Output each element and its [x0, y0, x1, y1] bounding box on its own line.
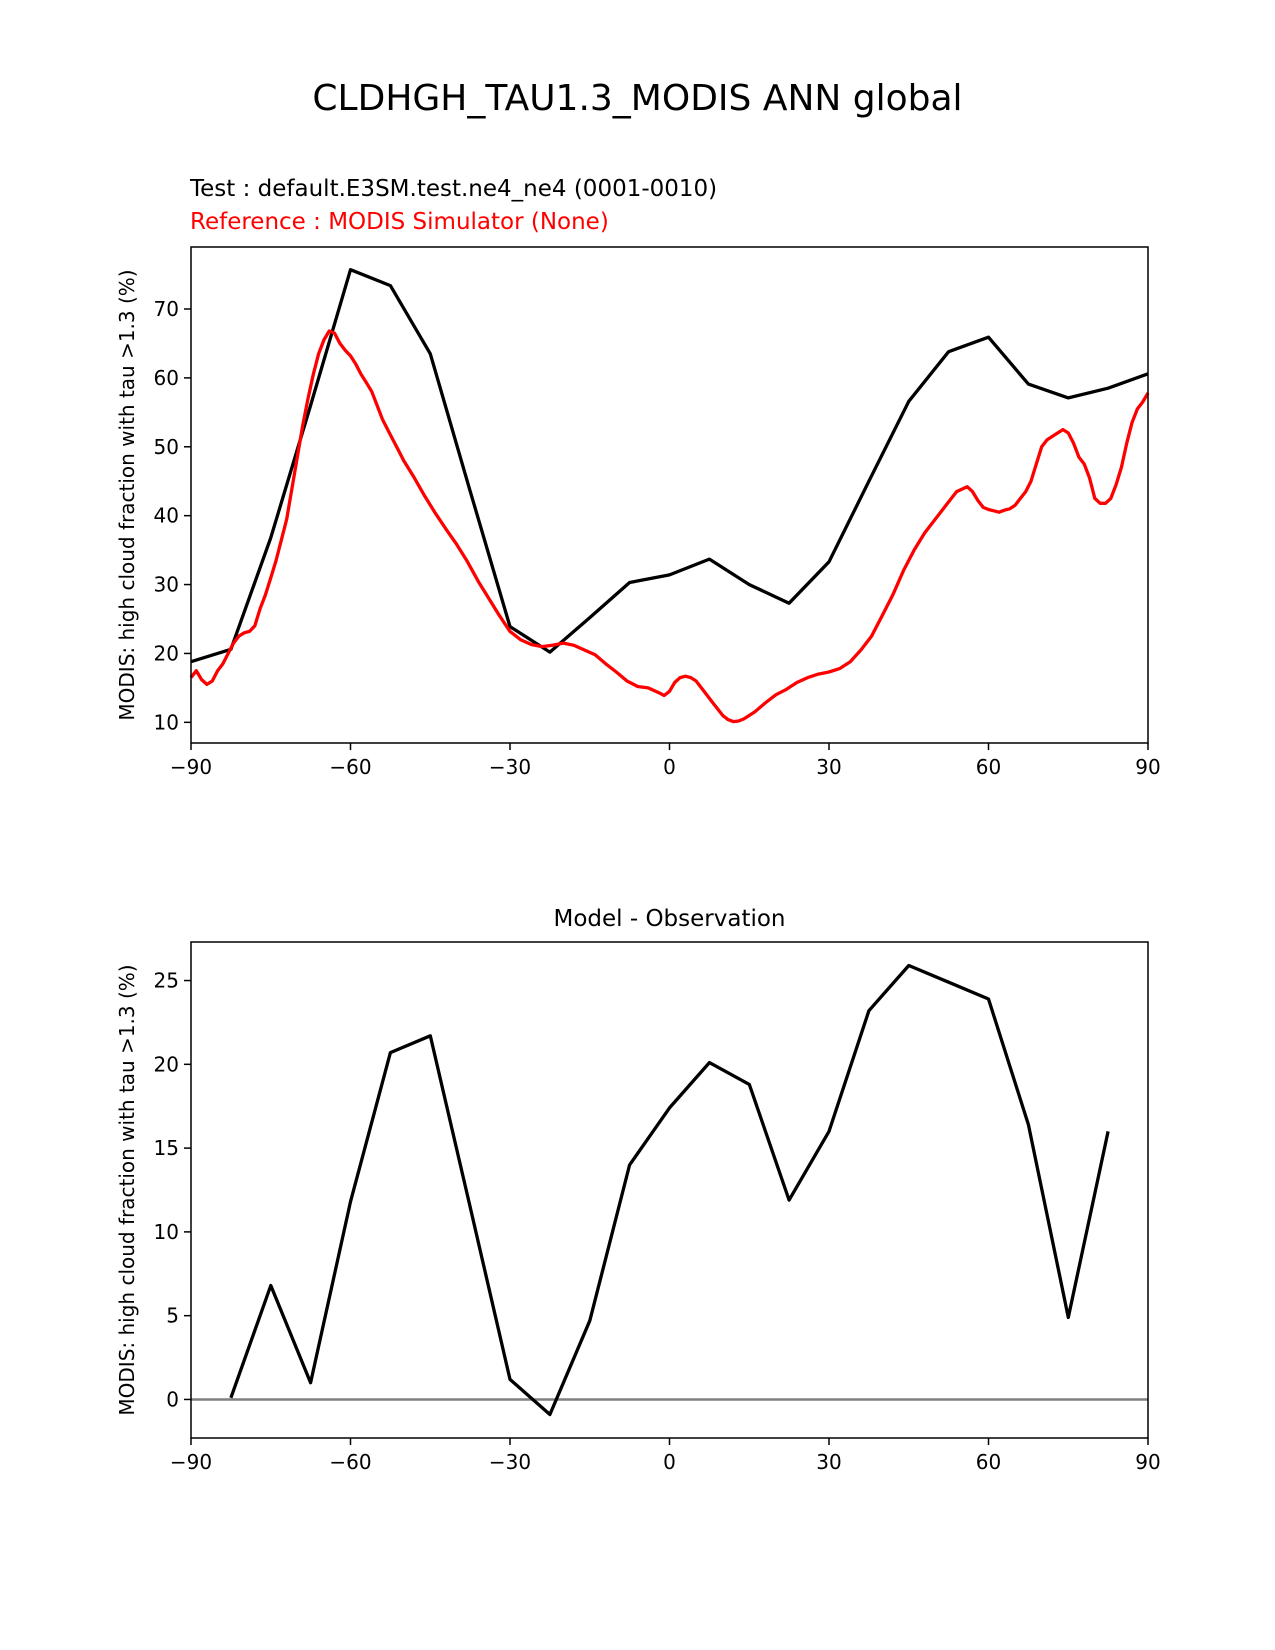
bottom-difference-line	[229, 963, 1110, 1417]
bottom-chart-title: Model - Observation	[553, 906, 785, 932]
top-x-tick-label: −60	[329, 755, 371, 779]
top-y-tick-label: 40	[154, 504, 179, 528]
top-x-tick-label: 30	[816, 755, 841, 779]
top-y-tick-label: 70	[154, 297, 179, 321]
top-x-tick-label: 0	[663, 755, 676, 779]
bottom-x-tick-label: 0	[663, 1450, 676, 1474]
top-x-tick-label: −30	[489, 755, 531, 779]
top-x-tick-label: 90	[1135, 755, 1160, 779]
reference-label: Reference : MODIS Simulator (None)	[190, 209, 609, 235]
top-y-axis-label: MODIS: high cloud fraction with tau >1.3…	[115, 269, 139, 720]
test-label: Test : default.E3SM.test.ne4_ne4 (0001-0…	[189, 176, 717, 202]
bottom-x-tick-label: 60	[976, 1450, 1001, 1474]
top-x-tick-label: −90	[170, 755, 212, 779]
top-panel: Test : default.E3SM.test.ne4_ne4 (0001-0…	[115, 176, 1161, 779]
bottom-y-tick-label: 5	[166, 1304, 179, 1328]
bottom-panel: Model - Observation MODIS: high cloud fr…	[115, 906, 1161, 1474]
top-y-tick-label: 10	[154, 710, 179, 734]
bottom-y-tick-label: 0	[166, 1387, 179, 1411]
bottom-x-tick-label: −30	[489, 1450, 531, 1474]
bottom-x-tick-label: 90	[1135, 1450, 1160, 1474]
top-reference-line	[189, 329, 1150, 724]
figure-title: CLDHGH_TAU1.3_MODIS ANN global	[312, 78, 962, 119]
bottom-x-tick-label: −90	[170, 1450, 212, 1474]
bottom-x-tick-label: 30	[816, 1450, 841, 1474]
top-series	[189, 268, 1150, 724]
bottom-series	[191, 963, 1148, 1417]
top-y-ticks: 10 20 30 40 50 60 70	[154, 297, 191, 734]
top-test-line	[190, 268, 1149, 664]
bottom-y-tick-label: 15	[154, 1136, 179, 1160]
bottom-x-ticks: −90 −60 −30 0 30 60 90	[170, 1438, 1161, 1474]
top-x-ticks: −90 −60 −30 0 30 60 90	[170, 743, 1161, 779]
bottom-y-ticks: 0 5 10 15 20 25	[154, 969, 191, 1411]
top-plot-frame	[190, 246, 1149, 744]
bottom-plot-frame	[190, 941, 1149, 1439]
top-y-tick-label: 30	[154, 573, 179, 597]
bottom-y-tick-label: 10	[154, 1220, 179, 1244]
top-y-tick-label: 50	[154, 435, 179, 459]
top-y-tick-label: 20	[154, 641, 179, 665]
bottom-y-tick-label: 25	[154, 969, 179, 993]
top-x-tick-label: 60	[976, 755, 1001, 779]
bottom-x-tick-label: −60	[329, 1450, 371, 1474]
bottom-y-tick-label: 20	[154, 1052, 179, 1076]
bottom-y-axis-label: MODIS: high cloud fraction with tau >1.3…	[115, 964, 139, 1415]
top-y-tick-label: 60	[154, 366, 179, 390]
